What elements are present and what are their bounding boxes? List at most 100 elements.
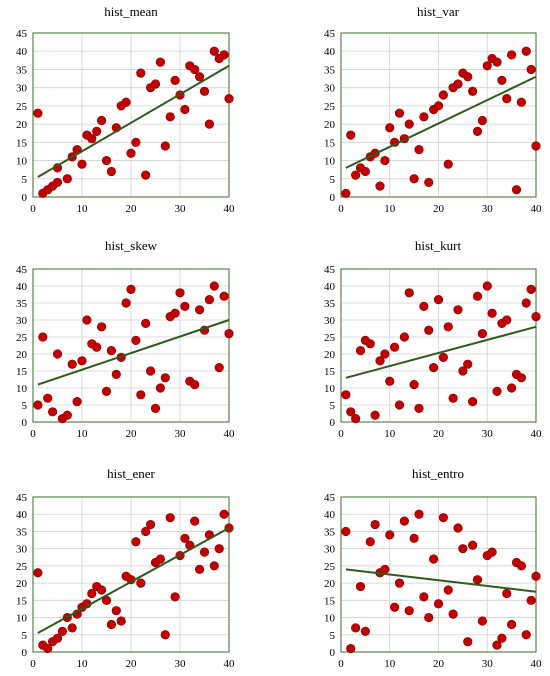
data-point bbox=[463, 72, 473, 82]
y-tick-label: 30 bbox=[324, 315, 336, 327]
data-point bbox=[477, 115, 487, 126]
data-point bbox=[92, 342, 102, 352]
data-point bbox=[414, 403, 424, 414]
data-point bbox=[199, 86, 210, 96]
data-point bbox=[370, 519, 380, 530]
data-point bbox=[57, 626, 68, 636]
data-point bbox=[141, 170, 151, 180]
data-point bbox=[438, 513, 448, 523]
y-tick-label: 45 bbox=[324, 264, 336, 276]
data-point bbox=[180, 301, 190, 312]
data-point bbox=[77, 159, 87, 169]
data-point bbox=[438, 90, 448, 100]
data-point bbox=[101, 386, 112, 397]
data-point bbox=[165, 513, 175, 523]
y-tick-label: 35 bbox=[324, 526, 336, 538]
y-tick-label: 30 bbox=[16, 315, 28, 327]
plot-frame bbox=[32, 268, 230, 423]
y-tick-label: 25 bbox=[16, 561, 28, 573]
y-tick-label: 25 bbox=[16, 332, 28, 344]
y-tick-label: 40 bbox=[324, 509, 336, 521]
data-point bbox=[43, 643, 53, 654]
y-tick-label: 40 bbox=[324, 281, 336, 293]
data-point bbox=[111, 369, 121, 380]
y-tick-label: 15 bbox=[16, 137, 28, 149]
plot-frame bbox=[340, 32, 537, 198]
data-point bbox=[150, 403, 161, 414]
trend-line bbox=[345, 75, 537, 169]
y-tick-label: 10 bbox=[324, 613, 336, 625]
data-point bbox=[521, 298, 531, 308]
chart-title: hist_kurt bbox=[415, 238, 462, 253]
data-point bbox=[531, 571, 541, 581]
data-point bbox=[346, 407, 356, 417]
data-point bbox=[195, 305, 205, 315]
data-point bbox=[409, 174, 419, 184]
data-point bbox=[404, 606, 414, 616]
data-point bbox=[448, 609, 458, 619]
data-point bbox=[96, 585, 107, 595]
data-point bbox=[502, 315, 512, 325]
data-point bbox=[346, 130, 356, 140]
y-tick-label: 10 bbox=[16, 383, 28, 395]
data-point bbox=[404, 288, 414, 298]
data-point bbox=[101, 155, 112, 166]
data-point bbox=[43, 393, 53, 403]
data-point bbox=[419, 112, 429, 122]
data-point bbox=[170, 592, 180, 602]
x-tick-label: 30 bbox=[482, 428, 494, 440]
data-point bbox=[507, 619, 517, 630]
data-point bbox=[67, 623, 77, 633]
data-point bbox=[47, 407, 58, 417]
data-point bbox=[219, 291, 229, 301]
data-point bbox=[531, 141, 541, 151]
data-point bbox=[521, 46, 531, 56]
data-point bbox=[170, 75, 180, 85]
y-tick-label: 40 bbox=[324, 46, 336, 58]
y-tick-label: 0 bbox=[22, 192, 28, 204]
data-point bbox=[399, 516, 409, 526]
y-tick-label: 5 bbox=[22, 400, 28, 412]
data-point bbox=[463, 359, 473, 369]
data-point bbox=[87, 588, 97, 599]
data-point bbox=[531, 312, 541, 322]
x-tick-label: 30 bbox=[175, 658, 187, 670]
data-point bbox=[190, 516, 200, 526]
x-tick-label: 0 bbox=[30, 428, 36, 440]
y-tick-label: 15 bbox=[324, 595, 336, 607]
y-tick-label: 10 bbox=[16, 613, 28, 625]
x-tick-label: 10 bbox=[384, 428, 396, 440]
chart-title: hist_var bbox=[417, 4, 460, 19]
x-tick-label: 10 bbox=[384, 203, 396, 215]
y-tick-label: 10 bbox=[16, 156, 28, 168]
data-point bbox=[136, 578, 146, 588]
data-point bbox=[219, 509, 229, 519]
plot-frame bbox=[32, 496, 230, 653]
x-tick-label: 0 bbox=[30, 203, 36, 215]
data-point bbox=[458, 544, 468, 554]
y-tick-label: 5 bbox=[22, 174, 28, 186]
data-point bbox=[175, 288, 185, 298]
data-point bbox=[351, 623, 361, 633]
data-point bbox=[33, 568, 43, 578]
data-point bbox=[341, 526, 351, 537]
chart-hist-mean: hist_mean 0 5 10 15 20 25 30 35 40 45 0 10 20 30 40 bbox=[16, 4, 235, 215]
data-point bbox=[136, 68, 146, 78]
data-point bbox=[516, 373, 526, 383]
data-point bbox=[443, 322, 453, 332]
data-point bbox=[209, 281, 219, 291]
y-tick-label: 5 bbox=[330, 400, 336, 412]
data-point bbox=[52, 177, 63, 188]
data-point bbox=[96, 322, 107, 332]
data-point bbox=[351, 414, 361, 424]
data-point bbox=[106, 346, 116, 356]
data-point bbox=[87, 134, 97, 144]
data-point bbox=[424, 612, 434, 623]
data-point bbox=[453, 305, 463, 315]
data-point bbox=[453, 79, 463, 89]
data-point bbox=[399, 332, 409, 342]
data-point bbox=[424, 177, 434, 188]
data-point bbox=[526, 284, 536, 295]
chart-hist-ener: hist_ener 0 5 10 15 20 25 30 35 40 45 0 10 20 30 40 bbox=[16, 466, 235, 670]
y-tick-label: 45 bbox=[324, 28, 336, 40]
